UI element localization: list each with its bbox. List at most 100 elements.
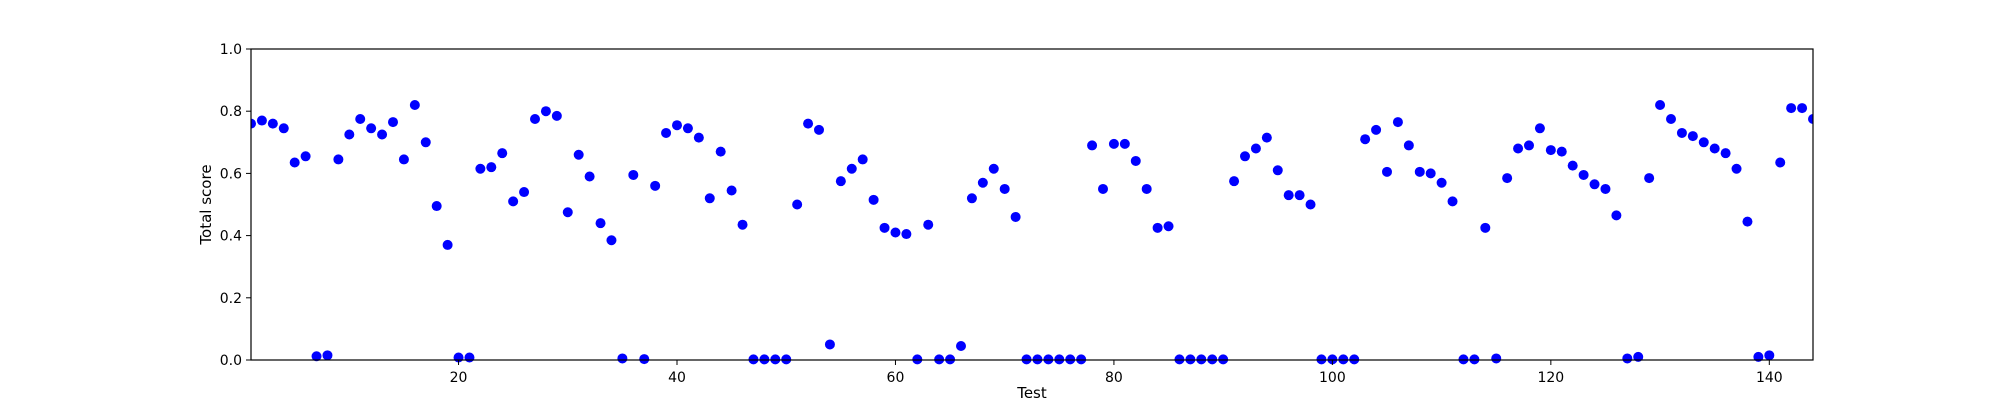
data-point <box>1338 354 1349 365</box>
data-point <box>1283 190 1294 201</box>
data-point <box>868 194 879 205</box>
data-point <box>409 99 420 110</box>
data-point <box>824 339 835 350</box>
data-point <box>267 118 278 129</box>
data-point <box>1163 221 1174 232</box>
data-point <box>1141 183 1152 194</box>
data-point <box>934 354 945 365</box>
data-point <box>693 132 704 143</box>
data-point <box>1043 354 1054 365</box>
data-point <box>486 162 497 173</box>
data-point <box>1502 173 1513 184</box>
data-point <box>1545 145 1556 156</box>
data-point <box>1578 169 1589 180</box>
data-point <box>1491 353 1502 364</box>
data-point <box>1414 166 1425 177</box>
data-point <box>1392 117 1403 128</box>
data-point <box>540 106 551 117</box>
data-point <box>672 120 682 131</box>
data-point <box>1054 354 1065 365</box>
x-tick-label: 80 <box>1105 370 1123 386</box>
data-point <box>256 115 267 126</box>
data-point <box>1655 99 1666 110</box>
data-point <box>715 146 726 157</box>
y-tick-label: 0.2 <box>220 291 242 307</box>
data-point <box>1174 354 1185 365</box>
data-point <box>704 193 715 204</box>
data-point <box>431 201 442 212</box>
data-point <box>682 123 693 134</box>
data-point <box>1720 148 1731 159</box>
data-point <box>1808 113 1813 124</box>
data-point <box>857 154 868 165</box>
data-point <box>355 113 366 124</box>
data-point <box>530 113 540 124</box>
data-point <box>1436 177 1447 188</box>
data-point <box>1676 127 1687 138</box>
data-point <box>956 341 966 352</box>
data-point <box>251 118 256 129</box>
data-point <box>1534 123 1545 134</box>
data-point <box>770 354 781 365</box>
data-point <box>1567 160 1578 171</box>
data-point <box>1196 354 1207 365</box>
data-point <box>584 171 595 182</box>
data-point <box>1753 351 1764 362</box>
data-point <box>1403 140 1414 151</box>
data-point <box>1185 354 1196 365</box>
data-point <box>792 199 803 210</box>
data-point <box>1644 173 1655 184</box>
data-point <box>803 118 814 129</box>
data-point <box>846 163 857 174</box>
data-point <box>1240 151 1250 162</box>
data-point <box>398 154 409 165</box>
data-point <box>628 169 639 180</box>
data-point <box>1633 351 1644 362</box>
data-point <box>988 163 999 174</box>
data-point <box>1130 155 1141 166</box>
data-point <box>639 354 650 365</box>
data-point <box>1425 168 1436 179</box>
data-point <box>737 219 748 230</box>
data-point <box>595 218 606 229</box>
x-tick-label: 40 <box>668 370 686 386</box>
data-point <box>1611 210 1622 221</box>
y-tick-label: 0.4 <box>220 229 242 245</box>
data-point <box>977 177 988 188</box>
data-point <box>1065 354 1076 365</box>
data-point <box>1524 140 1534 151</box>
data-point <box>759 354 770 365</box>
data-point <box>1589 179 1600 190</box>
data-point <box>497 148 508 159</box>
data-point <box>879 222 890 233</box>
data-point <box>1261 132 1272 143</box>
data-point <box>1360 134 1371 145</box>
data-point <box>1010 211 1021 222</box>
data-point <box>1152 222 1163 233</box>
data-point <box>1764 350 1775 361</box>
data-point <box>617 353 628 364</box>
data-point <box>1469 354 1480 365</box>
data-point <box>1797 103 1808 114</box>
x-tick-label: 120 <box>1537 370 1564 386</box>
data-point <box>420 137 431 148</box>
x-tick-label: 140 <box>1756 370 1783 386</box>
data-point <box>1556 146 1567 157</box>
data-point <box>966 193 977 204</box>
data-point <box>1272 165 1283 176</box>
data-point <box>726 185 737 196</box>
data-point <box>1021 354 1032 365</box>
data-point <box>1294 190 1305 201</box>
data-point <box>562 207 573 218</box>
data-point <box>508 196 519 207</box>
data-point <box>814 124 824 135</box>
data-point <box>289 157 300 168</box>
data-point <box>388 117 398 128</box>
data-point <box>1316 354 1327 365</box>
x-axis-label: Test <box>1016 384 1047 400</box>
data-point <box>1458 354 1469 365</box>
y-tick-label: 0.8 <box>220 104 242 120</box>
data-point <box>322 350 333 361</box>
data-point <box>661 127 672 138</box>
